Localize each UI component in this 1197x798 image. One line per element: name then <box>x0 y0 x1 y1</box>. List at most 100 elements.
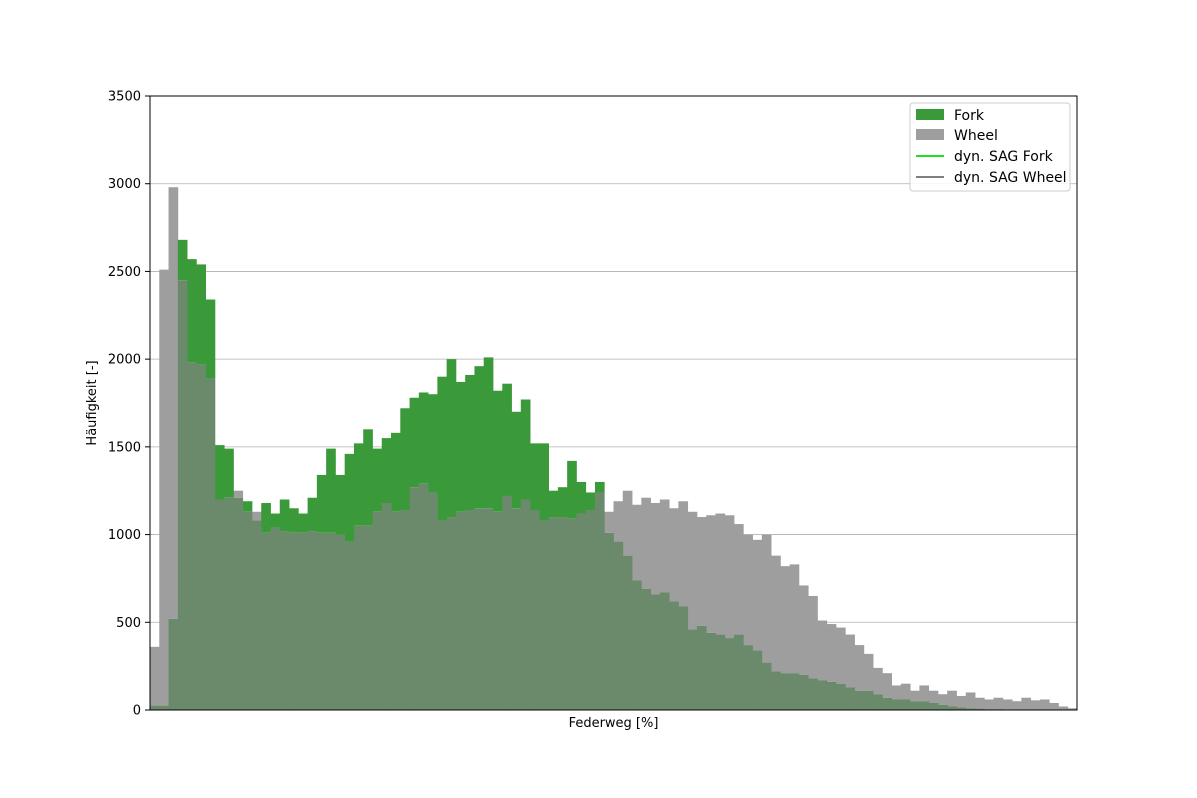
fork-bar <box>594 481 605 493</box>
y-tick-label: 500 <box>116 616 141 631</box>
wheel-bar <box>956 695 967 708</box>
overlap-bar <box>696 625 707 710</box>
overlap-bar <box>669 601 679 710</box>
overlap-bar <box>743 645 753 710</box>
overlap-bar <box>437 520 448 710</box>
overlap-bar <box>956 707 967 710</box>
wheel-bar <box>771 555 781 672</box>
fork-bar <box>224 448 234 498</box>
overlap-bar <box>492 511 503 710</box>
overlap-bars <box>150 280 1059 710</box>
overlap-bar <box>900 699 911 710</box>
wheel-bar <box>743 534 753 646</box>
overlap-bar <box>177 280 188 710</box>
overlap-bar <box>391 511 401 710</box>
overlap-bar <box>919 701 930 710</box>
fork-bar <box>326 448 336 533</box>
overlap-bar <box>891 699 902 710</box>
wheel-bar <box>975 697 985 709</box>
overlap-bar <box>418 483 429 710</box>
wheel-bar <box>168 187 179 619</box>
overlap-bar <box>835 683 846 710</box>
fork-bar <box>279 499 290 532</box>
wheel-bar <box>613 501 624 542</box>
wheel-bar <box>1002 699 1013 710</box>
overlap-bar <box>548 517 559 710</box>
overlap-bar <box>585 510 596 710</box>
fork-bar <box>502 383 512 496</box>
wheel-bar <box>1067 708 1078 710</box>
overlap-bar <box>363 525 373 710</box>
overlap-bar <box>530 510 540 710</box>
fork-bars <box>177 239 605 542</box>
overlap-bar <box>353 525 364 710</box>
wheel-bar <box>900 683 911 700</box>
wheel-bar <box>854 645 865 691</box>
overlap-bar <box>474 508 485 710</box>
overlap-bar <box>279 531 290 710</box>
overlap-bar <box>557 517 568 710</box>
fork-bar <box>576 481 587 514</box>
legend-label-sag-fork: dyn. SAG Fork <box>954 149 1054 165</box>
overlap-bar <box>214 499 225 710</box>
fork-bar <box>353 443 364 526</box>
legend-swatch-fork <box>916 109 944 120</box>
overlap-bar <box>446 517 457 710</box>
wheel-bar <box>233 490 244 498</box>
fork-bar <box>455 381 466 512</box>
overlap-bar <box>483 508 494 710</box>
fork-bar <box>539 443 550 521</box>
fork-bar <box>557 487 568 518</box>
wheel-bar <box>150 646 160 706</box>
wheel-bar <box>789 564 800 674</box>
y-tick-label: 1000 <box>108 528 141 543</box>
fork-bar <box>409 397 420 488</box>
overlap-bar <box>307 531 318 710</box>
overlap-bar <box>947 706 957 710</box>
wheel-bar <box>863 653 874 691</box>
overlap-bar <box>428 492 438 710</box>
overlap-bar <box>261 532 271 710</box>
wheel-bar <box>632 504 642 581</box>
fork-bar <box>316 474 327 533</box>
fork-bar <box>242 501 253 512</box>
overlap-bar <box>863 690 874 710</box>
overlap-bar <box>873 694 883 710</box>
wheel-bar <box>669 508 679 602</box>
fork-bar <box>483 357 494 509</box>
fork-bar <box>381 438 392 503</box>
overlap-bar <box>270 527 281 710</box>
wheel-bar <box>910 690 920 702</box>
overlap-bar <box>845 687 855 710</box>
plot-frame <box>149 95 1078 711</box>
overlap-bar <box>613 541 624 710</box>
wheel-bar <box>826 624 837 682</box>
overlap-bar <box>854 690 865 710</box>
overlap-bar <box>910 701 920 710</box>
fork-bar <box>177 239 188 281</box>
fork-bar <box>289 508 299 533</box>
overlap-bar <box>224 497 234 710</box>
wheel-bar <box>947 690 957 707</box>
overlap-bar <box>251 520 262 710</box>
wheel-bar <box>984 699 994 710</box>
overlap-bar <box>187 362 197 710</box>
fork-bar <box>344 453 355 542</box>
overlap-bar <box>937 704 948 710</box>
legend: Fork Wheel dyn. SAG Fork dyn. SAG Wheel <box>909 102 1071 192</box>
overlap-bar <box>205 378 216 710</box>
overlap-bar <box>928 702 939 710</box>
fork-bar <box>187 259 197 363</box>
fork-bar <box>492 390 503 512</box>
overlap-bar <box>817 680 828 710</box>
wheel-bar <box>678 501 689 607</box>
overlap-bar <box>975 708 985 710</box>
wheel-bar <box>159 269 169 706</box>
fork-bar <box>270 513 281 528</box>
wheel-bar <box>641 497 651 589</box>
overlap-bar <box>511 508 522 710</box>
overlap-bar <box>715 634 726 710</box>
overlap-bar <box>381 502 392 710</box>
overlap-bar <box>724 638 735 710</box>
